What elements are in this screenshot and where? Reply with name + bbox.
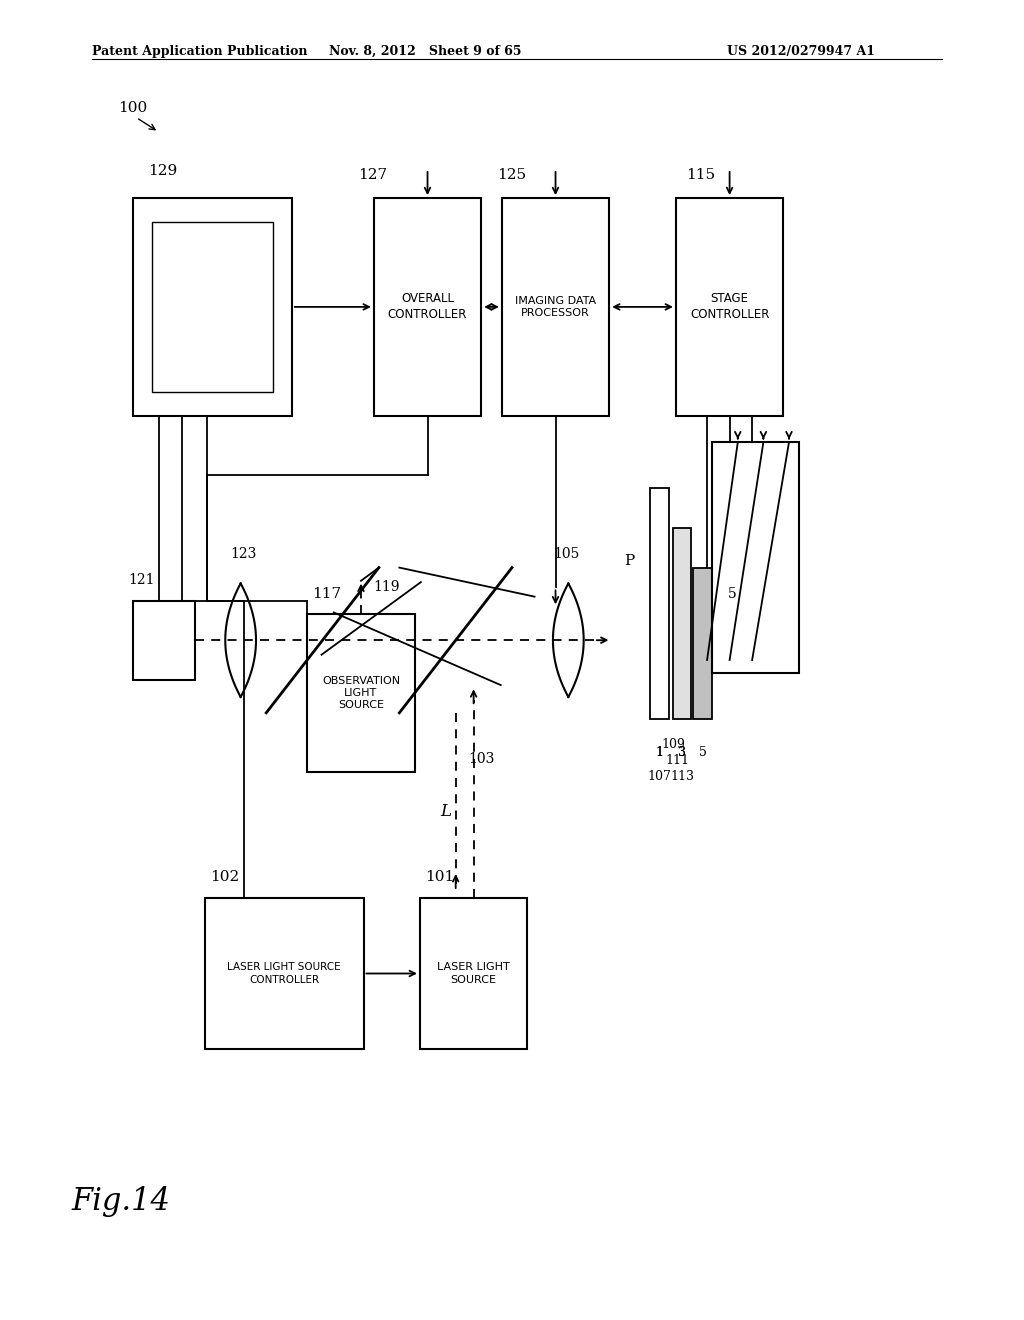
Bar [133, 601, 195, 680]
Text: 121: 121 [128, 573, 155, 587]
Text: 5: 5 [728, 587, 737, 601]
Text: LASER LIGHT SOURCE
CONTROLLER: LASER LIGHT SOURCE CONTROLLER [227, 962, 341, 985]
Text: 103: 103 [468, 752, 495, 767]
Text: 117: 117 [312, 586, 341, 601]
Text: Patent Application Publication: Patent Application Publication [92, 45, 307, 58]
Text: 107: 107 [647, 770, 672, 783]
Text: Fig.14: Fig.14 [72, 1185, 171, 1217]
Text: IMAGING DATA
PROCESSOR: IMAGING DATA PROCESSOR [515, 296, 596, 318]
Text: 127: 127 [358, 168, 387, 182]
Bar [650, 488, 669, 719]
Text: 125: 125 [497, 168, 525, 182]
Text: 105: 105 [553, 546, 580, 561]
Text: 3: 3 [678, 746, 686, 759]
Text: 5: 5 [698, 746, 707, 759]
Text: 129: 129 [148, 164, 178, 178]
Bar [420, 898, 527, 1049]
Text: 113: 113 [670, 770, 694, 783]
Text: Nov. 8, 2012   Sheet 9 of 65: Nov. 8, 2012 Sheet 9 of 65 [329, 45, 521, 58]
Text: STAGE
CONTROLLER: STAGE CONTROLLER [690, 293, 769, 321]
Bar [374, 198, 481, 416]
Bar [133, 198, 292, 416]
Bar [502, 198, 609, 416]
Text: 109: 109 [662, 738, 686, 751]
Bar [693, 568, 712, 719]
Text: OVERALL
CONTROLLER: OVERALL CONTROLLER [388, 293, 467, 321]
Text: 102: 102 [210, 870, 240, 884]
Bar [676, 198, 783, 416]
Text: 1: 1 [655, 746, 664, 759]
Bar [712, 442, 799, 673]
Bar [307, 614, 415, 772]
Text: 111: 111 [666, 754, 690, 767]
Text: 1: 1 [655, 746, 664, 759]
Text: 3: 3 [678, 746, 686, 759]
Text: L: L [440, 804, 451, 820]
Bar [673, 528, 691, 719]
Bar [152, 222, 273, 392]
Text: 119: 119 [373, 581, 399, 594]
Text: US 2012/0279947 A1: US 2012/0279947 A1 [727, 45, 876, 58]
Text: P: P [625, 554, 635, 568]
Text: 115: 115 [686, 168, 715, 182]
Text: LASER LIGHT
SOURCE: LASER LIGHT SOURCE [437, 962, 510, 985]
Text: 101: 101 [425, 870, 455, 884]
Text: OBSERVATION
LIGHT
SOURCE: OBSERVATION LIGHT SOURCE [322, 676, 400, 710]
Text: 123: 123 [230, 546, 257, 561]
Text: 100: 100 [118, 102, 147, 115]
Bar [205, 898, 364, 1049]
